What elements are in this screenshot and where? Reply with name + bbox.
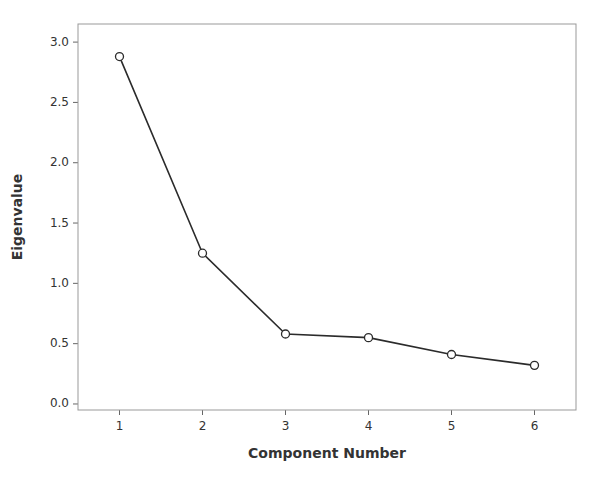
y-tick-label: 1.0 <box>50 276 69 290</box>
y-tick <box>73 283 78 284</box>
y-tick-label: 0.0 <box>50 396 69 410</box>
plot-frame <box>78 24 576 410</box>
y-tick-label: 1.5 <box>50 216 69 230</box>
marker <box>282 330 290 338</box>
marker <box>365 334 373 342</box>
x-tick-label: 5 <box>448 419 456 433</box>
y-axis-label: Eigenvalue <box>9 174 25 261</box>
marker <box>531 361 539 369</box>
y-tick <box>73 343 78 344</box>
y-tick <box>73 42 78 43</box>
axes: 0.0 0.5 1.0 1.5 2.0 2.5 3.0 1 2 3 4 5 6 <box>50 24 576 433</box>
data-layer <box>116 53 539 370</box>
chart-svg: 0.0 0.5 1.0 1.5 2.0 2.5 3.0 1 2 3 4 5 6 Component Num… <box>0 0 600 480</box>
x-tick-label: 2 <box>199 419 207 433</box>
chart-container: 0.0 0.5 1.0 1.5 2.0 2.5 3.0 1 2 3 4 5 6 Component Num… <box>0 0 600 480</box>
x-tick <box>451 410 452 415</box>
y-tick <box>73 223 78 224</box>
x-tick-label: 1 <box>116 419 124 433</box>
y-tick <box>73 102 78 103</box>
y-tick <box>73 403 78 404</box>
x-tick-label: 4 <box>365 419 373 433</box>
x-tick-label: 6 <box>531 419 539 433</box>
y-tick-label: 2.0 <box>50 155 69 169</box>
y-tick <box>73 162 78 163</box>
x-tick <box>285 410 286 415</box>
marker <box>199 249 207 257</box>
x-tick-label: 3 <box>282 419 290 433</box>
marker <box>116 53 124 61</box>
x-axis-label: Component Number <box>248 445 406 461</box>
x-tick <box>202 410 203 415</box>
y-tick-label: 2.5 <box>50 95 69 109</box>
line <box>120 57 535 366</box>
y-tick-label: 0.5 <box>50 336 69 350</box>
x-tick <box>119 410 120 415</box>
x-tick <box>368 410 369 415</box>
y-tick-label: 3.0 <box>50 35 69 49</box>
x-tick <box>534 410 535 415</box>
marker <box>448 351 456 359</box>
